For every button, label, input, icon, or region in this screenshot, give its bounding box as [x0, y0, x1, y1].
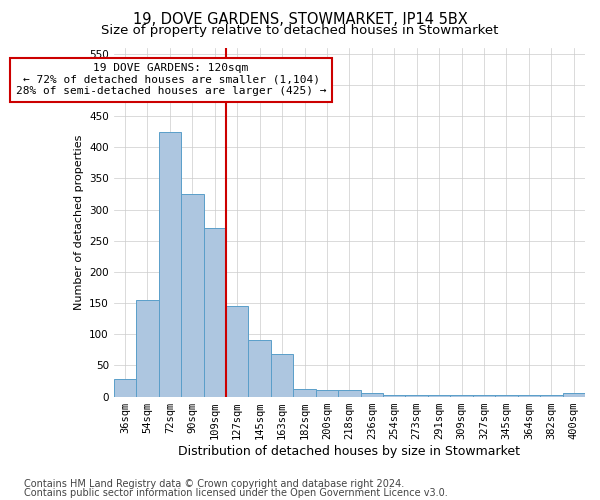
Bar: [293, 389, 316, 396]
Bar: [271, 354, 293, 397]
Bar: [158, 132, 181, 396]
Bar: [226, 306, 248, 396]
Bar: [316, 390, 338, 396]
Bar: [203, 228, 226, 396]
Bar: [338, 390, 361, 396]
Bar: [406, 394, 428, 396]
Bar: [181, 194, 203, 396]
Bar: [136, 300, 158, 396]
Bar: [114, 379, 136, 396]
Text: Contains public sector information licensed under the Open Government Licence v3: Contains public sector information licen…: [24, 488, 448, 498]
Bar: [428, 394, 451, 396]
X-axis label: Distribution of detached houses by size in Stowmarket: Distribution of detached houses by size …: [178, 444, 520, 458]
Y-axis label: Number of detached properties: Number of detached properties: [74, 134, 83, 310]
Text: Contains HM Land Registry data © Crown copyright and database right 2024.: Contains HM Land Registry data © Crown c…: [24, 479, 404, 489]
Text: 19, DOVE GARDENS, STOWMARKET, IP14 5BX: 19, DOVE GARDENS, STOWMARKET, IP14 5BX: [133, 12, 467, 28]
Bar: [361, 394, 383, 396]
Bar: [383, 394, 406, 396]
Text: Size of property relative to detached houses in Stowmarket: Size of property relative to detached ho…: [101, 24, 499, 37]
Bar: [563, 394, 585, 396]
Bar: [248, 340, 271, 396]
Text: 19 DOVE GARDENS: 120sqm
← 72% of detached houses are smaller (1,104)
28% of semi: 19 DOVE GARDENS: 120sqm ← 72% of detache…: [16, 63, 326, 96]
